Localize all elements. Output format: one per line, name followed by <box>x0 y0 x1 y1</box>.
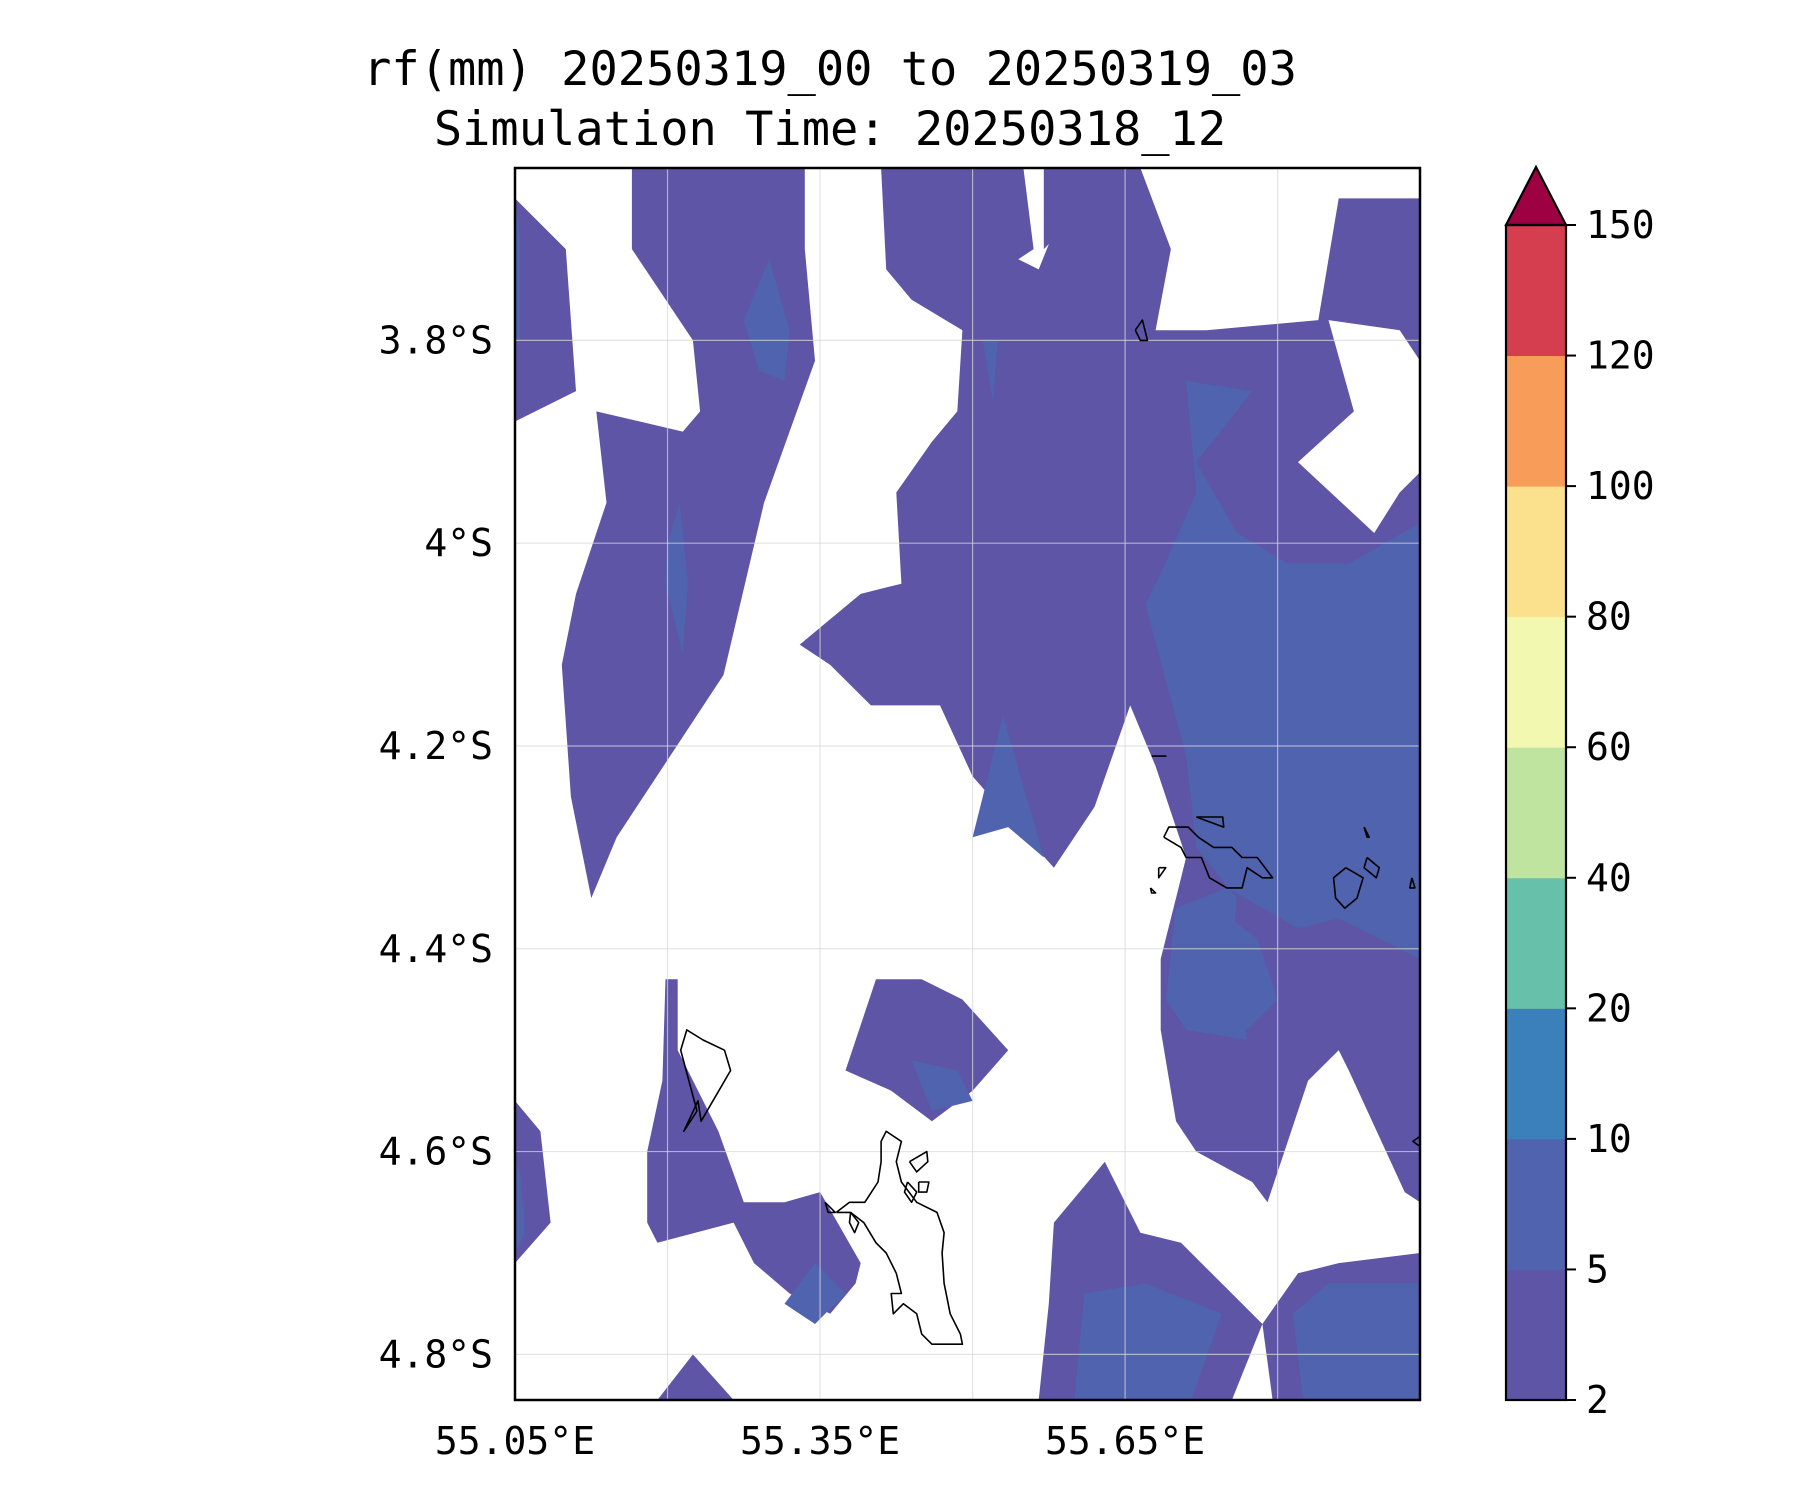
y-tick-label: 3.8°S <box>379 318 493 362</box>
rain-region-2-5mm <box>799 168 1420 1203</box>
coastline <box>1163 826 1274 889</box>
y-tick-label: 4.8°S <box>379 1332 493 1376</box>
coastlines <box>679 319 1420 1345</box>
coastline <box>1363 856 1381 879</box>
colorbar-segment <box>1506 1008 1566 1140</box>
rain-region-5-10mm <box>1292 1283 1420 1400</box>
coastline <box>1412 1135 1420 1148</box>
coastline <box>908 1150 929 1173</box>
rain-region-2-5mm <box>561 168 815 899</box>
rain-region-5-10mm <box>982 340 998 402</box>
chart-subtitle: Simulation Time: 20250318_12 <box>433 102 1227 157</box>
rain-region-5-10mm <box>911 1060 973 1111</box>
colorbar-tick-label: 20 <box>1586 986 1632 1030</box>
colorbar-segment <box>1506 616 1566 748</box>
colorbar-tick-label: 100 <box>1586 464 1655 508</box>
coastline <box>679 1029 732 1133</box>
rain-region-5-10mm <box>972 715 1044 858</box>
chart-title-block: rf(mm) 20250319_00 to 20250319_03 Simula… <box>300 40 1360 160</box>
rain-region-2-5mm <box>1043 168 1080 260</box>
y-tick-label: 4.2°S <box>379 724 493 768</box>
colorbar-extend-arrow <box>1504 164 1568 227</box>
coastline <box>917 1181 930 1193</box>
coastline <box>835 1130 964 1345</box>
rain-region-5-10mm <box>743 259 790 381</box>
rain-region-5-10mm <box>515 1161 526 1253</box>
coastline <box>1157 866 1167 879</box>
colorbar-segment <box>1506 1138 1566 1270</box>
colorbar-tick-label: 120 <box>1586 334 1655 378</box>
rain-region-5-10mm <box>784 1263 846 1324</box>
colorbar-tick-label: 2 <box>1586 1378 1609 1422</box>
rain-region-5-10mm <box>515 198 521 341</box>
map-axes: 55.05°E 55.35°E 55.65°E 3.8°S 4°S 4.2°S 4.4°S 4… <box>379 166 1422 1463</box>
rain-region-5-10mm <box>1145 380 1420 1040</box>
coastline <box>1196 816 1225 828</box>
colorbar-segment <box>1506 486 1566 618</box>
colorbar-segment <box>1506 225 1566 357</box>
rainfall-fields <box>515 168 1420 1400</box>
coastline <box>1332 867 1364 910</box>
rain-region-2-5mm <box>657 1354 734 1400</box>
x-tick-label: 55.05°E <box>435 1419 595 1463</box>
colorbar-segment <box>1506 747 1566 879</box>
plot-frame <box>513 166 1422 1402</box>
coastline <box>1409 877 1416 889</box>
coastline <box>848 1211 860 1234</box>
colorbar-tick-label: 40 <box>1586 856 1632 900</box>
colorbar: 2 5 10 20 40 60 80 100 120 150 <box>1504 164 1655 1422</box>
map-gridlines <box>514 168 1420 1400</box>
colorbar-segment <box>1506 355 1566 487</box>
x-tick-label: 55.35°E <box>740 1419 900 1463</box>
rain-region-5-10mm <box>1176 908 1278 1030</box>
colorbar-frame <box>1504 223 1568 1402</box>
colorbar-tick-label: 80 <box>1586 595 1632 639</box>
colorbar-tick-label: 60 <box>1586 725 1632 769</box>
y-tick-label: 4.4°S <box>379 927 493 971</box>
colorbar-segment <box>1506 1269 1566 1401</box>
coastline <box>1134 319 1149 342</box>
rain-region-5-10mm <box>1074 1283 1222 1400</box>
colorbar-segment <box>1506 877 1566 1009</box>
y-tick-label: 4°S <box>424 521 493 565</box>
colorbar-tick-label: 10 <box>1586 1117 1632 1161</box>
rain-region-2-5mm <box>515 198 576 422</box>
colorbar-tick-label: 5 <box>1586 1247 1609 1291</box>
colorbar-tick-label: 150 <box>1586 203 1655 247</box>
rain-region-2-5mm <box>647 979 861 1314</box>
rain-region-2-5mm <box>845 979 1009 1122</box>
coastline <box>1363 826 1370 839</box>
coastline <box>903 1181 918 1204</box>
coastline <box>1149 887 1157 894</box>
y-tick-label: 4.6°S <box>379 1130 493 1174</box>
rain-region-5-10mm <box>665 502 688 655</box>
chart-title: rf(mm) 20250319_00 to 20250319_03 <box>363 42 1297 97</box>
coastline <box>824 1201 837 1214</box>
x-tick-label: 55.65°E <box>1045 1419 1205 1463</box>
